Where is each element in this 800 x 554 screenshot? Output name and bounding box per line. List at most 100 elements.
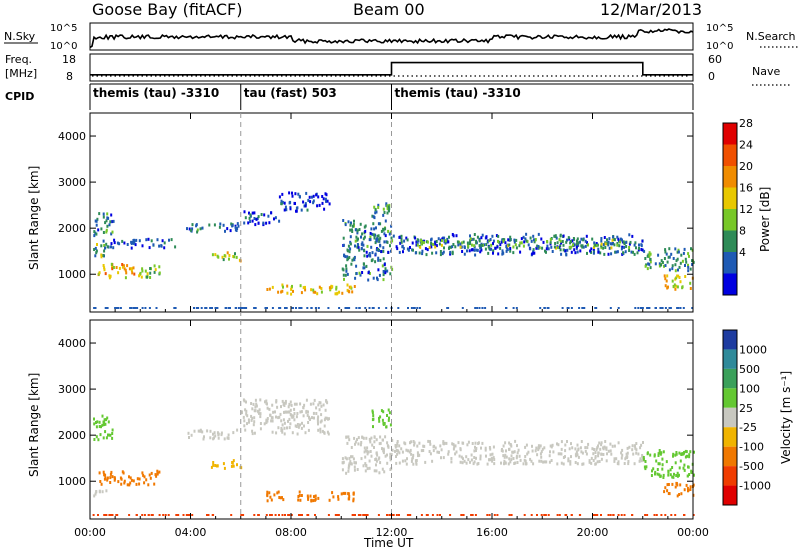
velocity-cell [126, 483, 129, 487]
velocity-cell [447, 452, 450, 456]
velocity-cell [373, 440, 376, 444]
power-cell [481, 243, 483, 247]
power-cell [610, 246, 613, 250]
power-cell [491, 234, 494, 238]
velocity-cell [101, 423, 104, 427]
velocity-cell [143, 475, 146, 479]
velocity-cell [679, 459, 682, 463]
power-cell [684, 275, 687, 278]
velocity-cell [327, 432, 330, 436]
power-cell [102, 212, 105, 216]
velocity-cell [359, 443, 362, 447]
power-cell [387, 205, 390, 209]
power-cell [374, 241, 377, 245]
velocity-cell [347, 469, 350, 473]
power-cell [290, 287, 293, 291]
x-tick-label: 00:00 [677, 526, 709, 539]
velocity-cell [242, 398, 245, 402]
power-cell [406, 238, 409, 242]
baseline-cell [164, 514, 167, 516]
power-cell [576, 237, 579, 241]
power-cell [509, 235, 512, 239]
power-cell [619, 237, 622, 241]
velocity-cell [508, 447, 511, 451]
velocity-cell [347, 497, 350, 501]
velocity-cell [375, 459, 378, 463]
velocity-cell [693, 450, 695, 454]
power-cell [304, 288, 307, 292]
power-cell [442, 250, 445, 254]
power-cell [489, 247, 492, 251]
power-cell [537, 246, 540, 250]
power-cell [335, 292, 338, 296]
power-cell [683, 247, 686, 251]
velocity-cell [297, 425, 300, 429]
power-cell [188, 227, 191, 231]
velocity-cell [149, 476, 152, 480]
velocity-cell [371, 409, 374, 413]
velocity-cell [450, 457, 453, 460]
velocity-cell [438, 450, 440, 454]
velocity-cell [389, 455, 392, 459]
power-cell [570, 250, 573, 254]
power-cell [570, 240, 572, 243]
power-cell [302, 286, 305, 290]
baseline-cell [617, 307, 620, 309]
velocity-cell [580, 440, 583, 443]
velocity-cell [322, 403, 325, 407]
power-cell [132, 239, 135, 242]
velocity-cell [384, 454, 387, 458]
power-cell [485, 236, 488, 240]
power-cell [186, 227, 188, 231]
baseline-cell [106, 307, 109, 309]
power-cell [565, 253, 568, 257]
velocity-cell [348, 494, 351, 498]
freq-panel: Freq. [MHz] 18 8 60 0 Nave [5, 53, 790, 86]
velocity-cell [576, 462, 579, 466]
noise-left-tick-bottom: 10^0 [50, 41, 77, 52]
power-cell [235, 255, 238, 259]
velocity-cell [452, 447, 455, 451]
power-cell [444, 239, 447, 243]
velocity-cell [369, 438, 371, 442]
power-cell [93, 248, 96, 251]
power-cell [375, 239, 378, 243]
velocity-cell [369, 450, 372, 453]
power-cell [370, 227, 373, 231]
velocity-cell [328, 498, 331, 502]
power-cell [349, 247, 352, 251]
power-cell [341, 291, 344, 295]
baseline-cell [486, 514, 489, 516]
power-cell [371, 251, 374, 255]
power-cell [461, 250, 464, 253]
baseline-cell [418, 307, 421, 309]
velocity-cell [513, 462, 516, 465]
noise-right-label: N.Search [746, 30, 796, 43]
baseline-cell [677, 307, 680, 309]
baseline-cell [115, 307, 118, 309]
velocity-cell [609, 449, 612, 453]
power-cell [623, 245, 626, 249]
power-colorbar-tick: 20 [739, 160, 753, 173]
power-cell [115, 266, 118, 269]
power-cell [133, 272, 136, 276]
velocity-cell [474, 441, 477, 445]
power-cell [509, 238, 512, 242]
power-cell [374, 208, 377, 212]
velocity-cell [688, 473, 691, 476]
baseline-cell [327, 307, 330, 309]
baseline-cell [661, 307, 664, 309]
velocity-cell [516, 451, 519, 455]
velocity-cell [373, 446, 375, 449]
baseline-cell [644, 514, 647, 516]
velocity-cell [689, 488, 692, 491]
power-cell [405, 236, 408, 240]
baseline-cell [103, 514, 106, 516]
velocity-cell [312, 499, 315, 503]
velocity-cell [106, 416, 109, 420]
power-cell [291, 194, 294, 198]
power-cell [489, 238, 492, 241]
power-cell [131, 271, 134, 275]
power-cell [575, 242, 578, 246]
power-cell [463, 246, 466, 250]
